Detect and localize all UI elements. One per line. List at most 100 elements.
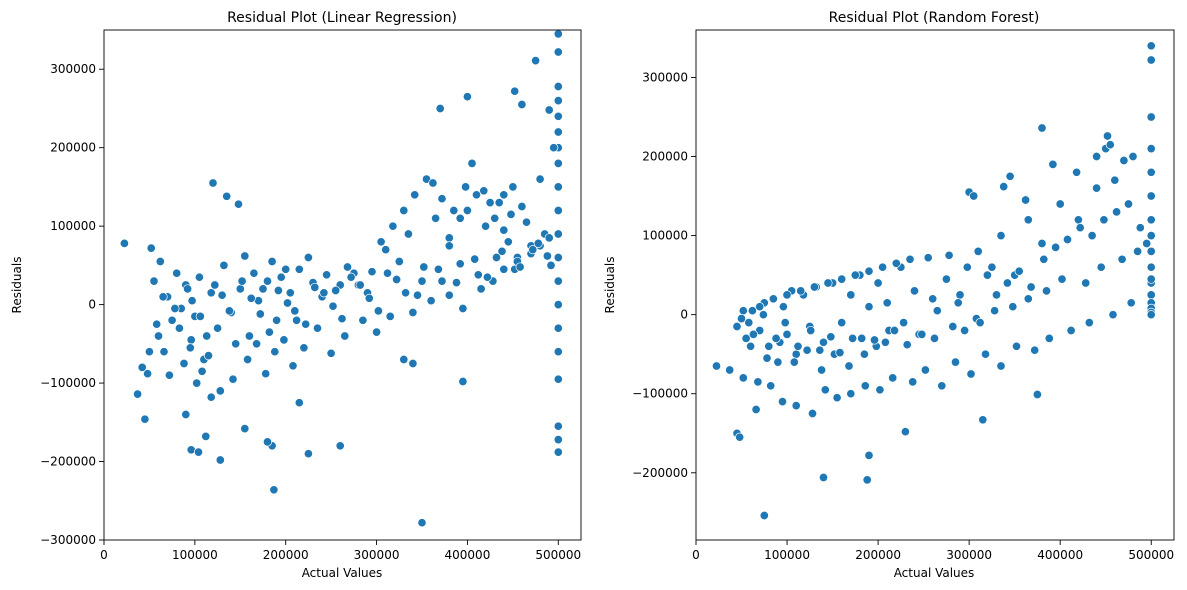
data-point [860, 381, 870, 391]
data-point [381, 245, 391, 255]
data-point [322, 270, 332, 280]
y-tick-label: −300000 [40, 533, 96, 547]
data-point [553, 374, 563, 384]
data-point [288, 361, 298, 371]
data-point [553, 81, 563, 92]
data-point [255, 309, 265, 319]
data-point [1087, 231, 1097, 241]
data-point [510, 86, 520, 96]
data-point [1081, 278, 1091, 288]
data-point [738, 373, 748, 383]
data-point [920, 365, 930, 375]
data-point [340, 331, 350, 341]
data-point [201, 431, 211, 441]
axes-frame [695, 29, 1175, 541]
data-point [444, 233, 454, 243]
y-tick-label: 200000 [50, 141, 96, 155]
data-point [167, 315, 177, 325]
data-point [1146, 191, 1156, 201]
data-point [857, 333, 867, 343]
data-point [553, 447, 563, 457]
data-point [835, 348, 845, 358]
data-point [996, 231, 1006, 241]
data-point [864, 266, 874, 276]
data-point [270, 347, 280, 357]
data-point [973, 246, 983, 256]
data-point [1146, 310, 1156, 320]
data-point [846, 290, 856, 300]
data-point [777, 397, 788, 407]
data-point [996, 361, 1006, 371]
data-point [155, 256, 165, 267]
data-point [382, 268, 393, 278]
data-point [758, 310, 768, 320]
data-point [553, 29, 563, 39]
data-point [818, 337, 829, 347]
data-point [473, 270, 483, 280]
chart-random-forest: Residual Plot (Random Forest) 0 100000 200… [603, 10, 1175, 580]
data-point [240, 251, 250, 261]
data-point [553, 276, 563, 286]
data-point [491, 252, 502, 263]
data-point [882, 298, 892, 308]
y-tick-label: −100000 [40, 376, 96, 390]
data-point [187, 296, 197, 306]
data-point [358, 315, 368, 325]
data-point [771, 333, 781, 343]
data-point [137, 362, 147, 372]
data-point [864, 302, 874, 312]
data-point [479, 186, 489, 196]
data-point [1119, 155, 1129, 166]
data-point [791, 401, 801, 411]
data-point [231, 339, 241, 349]
data-point [755, 302, 765, 312]
data-point [517, 201, 527, 212]
data-point [481, 221, 491, 231]
chart-title: Residual Plot (Linear Regression) [227, 10, 457, 26]
data-point [471, 190, 482, 200]
data-point [1032, 389, 1042, 400]
data-point [909, 286, 920, 296]
data-point [969, 191, 979, 201]
data-point [1099, 215, 1109, 225]
data-point [401, 288, 411, 298]
data-point [376, 237, 386, 247]
data-point [832, 393, 842, 403]
data-point [762, 353, 772, 363]
data-point [1092, 151, 1102, 162]
data-point [753, 377, 763, 387]
data-point [815, 345, 825, 355]
data-point [1062, 234, 1073, 245]
data-point [146, 243, 156, 253]
data-point [206, 392, 216, 402]
data-point [869, 335, 880, 345]
data-point [553, 47, 563, 57]
x-axis-label: Actual Values [302, 566, 383, 580]
data-point [1146, 231, 1156, 241]
data-point [899, 318, 909, 328]
data-point [875, 385, 885, 395]
y-tick-label: −100000 [632, 387, 688, 401]
data-point [342, 262, 353, 272]
data-point [185, 343, 195, 353]
data-point [1146, 262, 1156, 272]
data-point [960, 325, 970, 336]
data-point [1008, 302, 1018, 312]
data-point [301, 319, 311, 329]
data-point [553, 435, 563, 445]
data-point [553, 421, 563, 431]
data-point [497, 246, 507, 256]
data-point [337, 314, 347, 324]
data-point [975, 318, 985, 328]
data-point [1041, 286, 1052, 296]
data-point [928, 294, 938, 304]
data-point [544, 105, 554, 115]
data-point [217, 290, 227, 300]
data-point [850, 270, 860, 280]
data-point [508, 182, 518, 192]
data-point [553, 96, 563, 106]
data-point [399, 205, 409, 216]
data-point [197, 366, 207, 376]
data-point [1135, 223, 1145, 233]
data-point [768, 294, 778, 304]
